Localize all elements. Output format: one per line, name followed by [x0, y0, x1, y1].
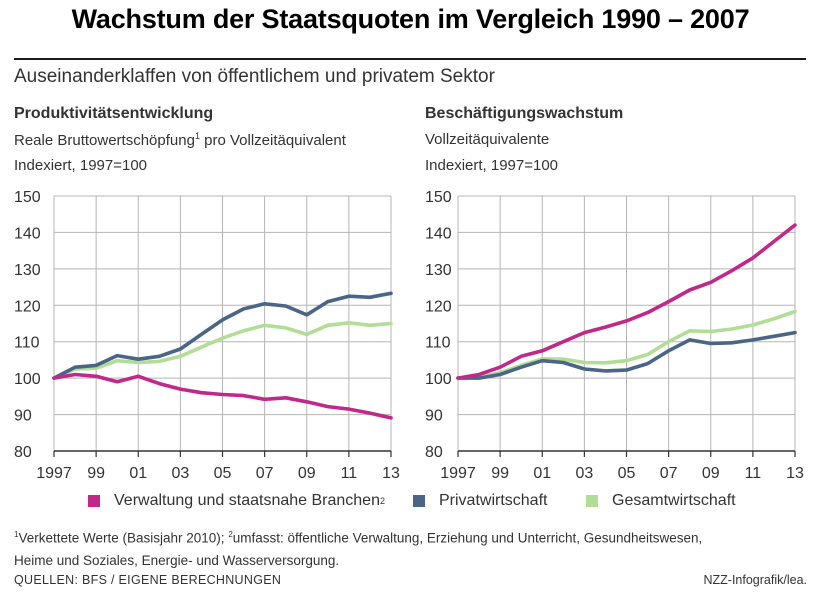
left-x-tick-label: 1997 — [36, 465, 72, 482]
left-y-tick-label: 100 — [14, 371, 41, 388]
left-panel-index-note: Indexiert, 1997=100 — [14, 157, 148, 174]
footnote-1-marker: 1 — [14, 530, 19, 539]
left-x-tick-label: 03 — [171, 465, 189, 482]
left-panel-title: Produktivitätsentwicklung — [14, 105, 214, 122]
footnote-line-2: Heime und Soziales, Energie- und Wasserv… — [14, 552, 340, 568]
legend-item-gesamt: Gesamtwirtschaft — [586, 490, 736, 512]
left-x-tick-label: 99 — [87, 465, 105, 482]
legend-label-verwaltung-sup: 2 — [379, 496, 385, 506]
left-panel-subtitle-post: pro Vollzeitäquivalent — [199, 132, 346, 149]
right-x-tick-label: 11 — [745, 465, 762, 482]
footnote-2-text: umfasst: öffentliche Verwaltung, Erziehu… — [232, 530, 703, 546]
left-x-tick-label: 09 — [298, 465, 316, 482]
left-x-tick-label: 07 — [256, 465, 274, 482]
right-panel-subtitle: Vollzeitäquivalente — [425, 131, 550, 148]
right-y-tick-label: 110 — [425, 335, 451, 352]
legend-label-gesamt: Gesamtwirtschaft — [612, 492, 736, 509]
left-x-tick-label: 13 — [382, 465, 400, 482]
right-x-tick-label: 99 — [491, 465, 509, 482]
right-y-tick-label: 150 — [425, 189, 452, 206]
left-panel-subtitle-sup: 1 — [194, 131, 200, 141]
legend-swatch-verwaltung — [88, 495, 100, 507]
right-y-tick-label: 140 — [425, 225, 452, 242]
right-y-tick-label: 130 — [425, 262, 452, 279]
legend-item-verwaltung: Verwaltung und staatsnahe Branchen 2 — [88, 490, 385, 512]
right-series-line-privat — [456, 330, 797, 380]
left-x-tick-label: 05 — [214, 465, 232, 482]
right-x-tick-label: 13 — [786, 465, 804, 482]
left-y-tick-label: 140 — [14, 225, 41, 242]
footnote-1-text: Verkettete Werte (Basisjahr 2010); — [18, 530, 229, 546]
right-x-tick-label: 03 — [575, 465, 593, 482]
chart-subtitle: Auseinanderklaffen von öffentlichem und … — [14, 66, 495, 87]
left-series-line-privat — [52, 291, 393, 380]
right-panel-index-note: Indexiert, 1997=100 — [425, 157, 559, 174]
left-y-tick-label: 150 — [14, 189, 41, 206]
left-y-tick-label: 80 — [14, 444, 32, 461]
footnote: 1Verkettete Werte (Basisjahr 2010); 2umf… — [14, 524, 804, 572]
legend-swatch-gesamt — [586, 495, 598, 507]
credit-note: NZZ-Infografik/lea. — [703, 573, 807, 587]
legend-item-privat: Privatwirtschaft — [413, 490, 547, 512]
right-y-tick-label: 100 — [425, 371, 452, 388]
left-series-line-gesamt — [52, 320, 393, 380]
right-x-tick-label: 1997 — [440, 465, 476, 482]
legend-label-verwaltung: Verwaltung und staatsnahe Branchen — [114, 492, 380, 509]
right-y-tick-label: 90 — [425, 408, 443, 425]
footnote-line-1: 1Verkettete Werte (Basisjahr 2010); 2umf… — [14, 524, 804, 550]
left-series-line-verwaltung — [52, 372, 393, 420]
right-x-tick-label: 09 — [702, 465, 720, 482]
left-y-tick-label: 90 — [14, 408, 32, 425]
right-panel-title: Beschäftigungswachstum — [425, 105, 624, 122]
source-note: QUELLEN: BFS / EIGENE BERECHNUNGEN — [14, 573, 282, 587]
right-series-line-verwaltung — [456, 223, 797, 380]
right-x-tick-label: 05 — [618, 465, 636, 482]
footnote-2-marker: 2 — [228, 530, 233, 539]
right-x-tick-label: 01 — [533, 465, 551, 482]
left-y-tick-label: 120 — [14, 298, 41, 315]
left-x-tick-label: 01 — [129, 465, 147, 482]
left-y-tick-label: 130 — [14, 262, 41, 279]
legend-label-privat: Privatwirtschaft — [439, 492, 548, 509]
main-title: Wachstum der Staatsquoten im Vergleich 1… — [71, 4, 750, 34]
legend-swatch-privat — [413, 495, 425, 507]
right-x-tick-label: 07 — [660, 465, 678, 482]
left-panel-subtitle: Reale Bruttowertschöpfung1 pro Vollzeitä… — [14, 131, 346, 149]
left-panel-subtitle-text: Reale Bruttowertschöpfung — [14, 132, 195, 149]
right-y-tick-label: 120 — [425, 298, 452, 315]
title-rule — [14, 58, 806, 60]
left-y-tick-label: 110 — [14, 335, 40, 352]
left-x-tick-label: 11 — [341, 465, 358, 482]
right-y-tick-label: 80 — [425, 444, 443, 461]
